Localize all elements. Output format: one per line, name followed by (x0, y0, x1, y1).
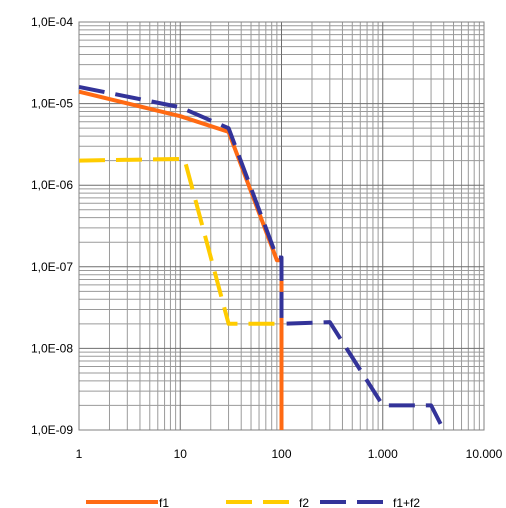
x-tick-label: 1 (76, 447, 83, 461)
x-tick-label: 10 (174, 447, 188, 461)
y-tick-label: 1,0E-05 (31, 97, 73, 111)
legend: f1 f2 f1+f2 (86, 496, 420, 508)
y-tick-label: 1,0E-07 (31, 260, 73, 274)
series-layer (78, 84, 446, 431)
y-tick-label: 1,0E-08 (31, 341, 73, 355)
series-line-f1+f2 (78, 84, 446, 431)
y-tick-label: 1,0E-04 (31, 15, 73, 29)
y-tick-label: 1,0E-09 (31, 423, 73, 437)
y-axis-tick-labels: 1,0E-04 1,0E-05 1,0E-06 1,0E-07 1,0E-08 1,0E-… (31, 15, 73, 437)
x-tick-label: 1.000 (368, 447, 398, 461)
legend-label-f1+f2: f1+f2 (393, 496, 420, 508)
x-tick-label: 100 (271, 447, 291, 461)
legend-label-f2: f2 (299, 496, 309, 508)
legend-label-f1: f1 (159, 496, 169, 508)
x-axis-tick-labels: 1 10 100 1.000 10.000 (76, 447, 503, 461)
series-line-f2 (78, 156, 282, 326)
y-tick-label: 1,0E-06 (31, 178, 73, 192)
grid (78, 21, 485, 431)
x-tick-label: 10.000 (466, 447, 503, 461)
